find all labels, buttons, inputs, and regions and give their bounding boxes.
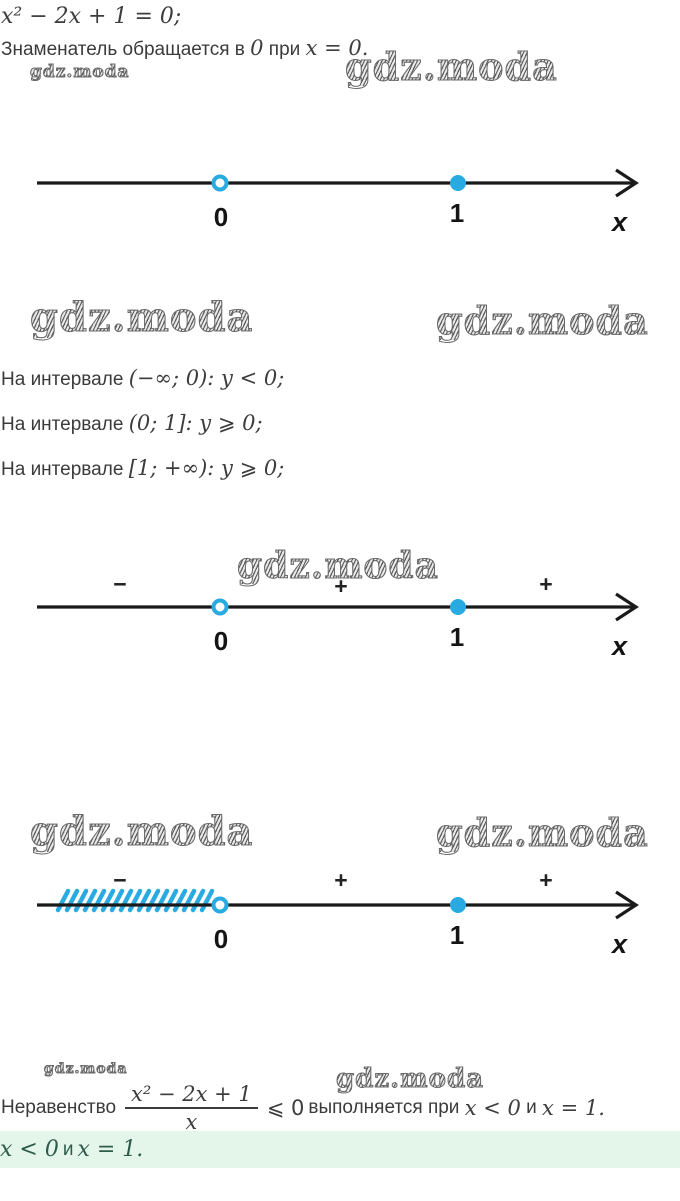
- interval-range: (−∞; 0):: [128, 366, 215, 390]
- sign-plus: +: [539, 867, 552, 893]
- fraction-numerator: x² − 2x + 1: [125, 1082, 258, 1109]
- note-math-condition: x = 0.: [305, 36, 369, 60]
- watermark: gdz.moda: [29, 808, 254, 855]
- interval-conclusion: y < 0;: [214, 366, 285, 390]
- tick-label-0: 0: [214, 202, 228, 232]
- open-point-0: [211, 174, 229, 192]
- interval-statement-1: На интервале (−∞; 0): y < 0;: [1, 366, 284, 391]
- fraction-denominator: x: [185, 1110, 198, 1134]
- interval-prefix: На интервале: [1, 369, 129, 390]
- number-line-1: 0 1 x: [37, 168, 639, 237]
- conclusion-suffix: выполняется при: [308, 1097, 460, 1118]
- watermark: gdz.moda: [436, 810, 649, 855]
- sign-plus: +: [334, 573, 347, 599]
- and-word: и: [526, 1097, 537, 1118]
- arrow-head: [615, 592, 639, 622]
- note-text: Знаменатель обращается в: [1, 39, 251, 60]
- watermark: gdz.moda: [237, 545, 439, 587]
- answer-condition-2: x = 1.: [77, 1137, 144, 1162]
- number-line-3: − + + 0 1 x: [37, 867, 639, 959]
- answer-and-word: и: [62, 1138, 74, 1160]
- condition-1: x < 0: [464, 1096, 521, 1120]
- watermark: gdz.moda: [29, 294, 254, 341]
- interval-prefix: На интервале: [1, 459, 129, 480]
- filled-point-1: [450, 599, 466, 615]
- interval-prefix: На интервале: [1, 414, 129, 435]
- answer-strip: x < 0 и x = 1.: [0, 1131, 680, 1168]
- open-point-0: [211, 598, 229, 616]
- interval-conclusion: y ⩾ 0;: [192, 411, 263, 435]
- sign-plus: +: [539, 571, 552, 597]
- tick-label-0: 0: [214, 626, 228, 656]
- number-line-2: − + + 0 1 x: [37, 571, 639, 661]
- tick-label-1: 1: [450, 622, 464, 652]
- tick-label-0: 0: [214, 924, 228, 954]
- sign-plus: +: [334, 867, 347, 893]
- interval-range: (0; 1]:: [128, 411, 193, 435]
- shaded-region-hatch: [55, 888, 215, 913]
- condition-2: x = 1.: [542, 1096, 605, 1120]
- sign-minus: −: [113, 867, 126, 893]
- axis-label-x: x: [610, 631, 628, 661]
- axis-label-x: x: [610, 929, 628, 959]
- arrow-head: [615, 168, 639, 198]
- denominator-note: Знаменатель обращается в 0 при x = 0.: [1, 36, 368, 61]
- tick-label-1: 1: [450, 920, 464, 950]
- note-math-zero: 0: [250, 36, 264, 60]
- filled-point-1: [450, 897, 466, 913]
- sign-minus: −: [113, 571, 126, 597]
- interval-range: [1; +∞):: [128, 456, 215, 480]
- interval-statement-2: На интервале (0; 1]: y ⩾ 0;: [1, 411, 263, 436]
- arrow-head: [615, 890, 639, 920]
- filled-point-1: [450, 175, 466, 191]
- equation-quadratic: x² − 2x + 1 = 0;: [1, 4, 182, 29]
- conclusion-prefix: Неравенство: [1, 1097, 117, 1118]
- watermark: gdz.moda: [30, 62, 130, 82]
- interval-conclusion: y ⩾ 0;: [214, 456, 285, 480]
- tick-label-1: 1: [450, 198, 464, 228]
- relation-leq-zero: ⩽ 0: [266, 1096, 305, 1120]
- interval-statement-3: На интервале [1; +∞): y ⩾ 0;: [1, 456, 284, 481]
- watermark: gdz.moda: [436, 298, 649, 343]
- answer-condition-1: x < 0: [0, 1137, 59, 1162]
- open-point-0: [211, 896, 229, 914]
- watermark: gdz.moda: [345, 44, 558, 89]
- watermark: gdz.moda: [335, 1064, 485, 1094]
- note-text-mid: при: [263, 39, 306, 60]
- watermark: gdz.moda: [43, 1061, 128, 1077]
- axis-label-x: x: [610, 207, 628, 237]
